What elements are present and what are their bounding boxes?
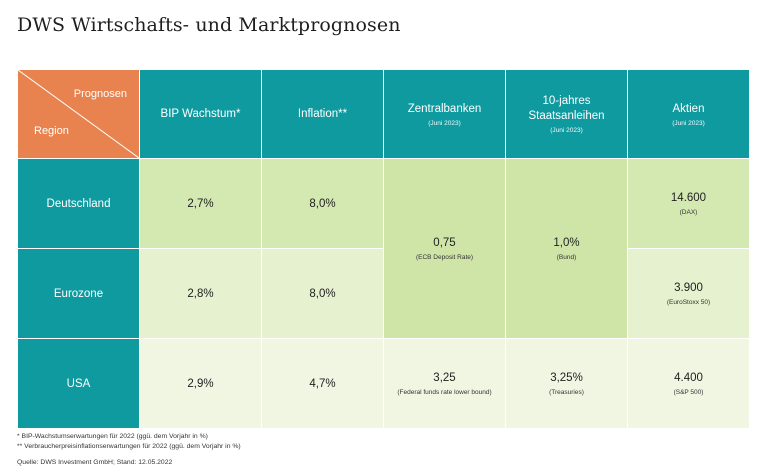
cell-zentralbank-fed: 3,25 (Federal funds rate lower bound) [384, 339, 505, 428]
cell-value: 4.400 [674, 371, 703, 384]
header-sublabel: (Juni 2023) [672, 119, 705, 127]
cell-anleihen-bund: 1,0% (Bund) [506, 159, 627, 338]
footnote-inflation: ** Verbraucherpreisinflationserwartungen… [17, 443, 241, 450]
cell-value: 2,9% [187, 377, 214, 390]
header-label: Aktien [672, 102, 705, 115]
cell-sublabel: (DAX) [679, 208, 698, 216]
row-label-usa: USA [18, 339, 139, 428]
header-sublabel: (Juni 2023) [428, 119, 461, 127]
cell-sublabel: (S&P 500) [673, 388, 704, 396]
cell-zentralbank-ecb: 0,75 (ECB Deposit Rate) [384, 159, 505, 338]
cell-inflation-deutschland: 8,0% [262, 159, 383, 248]
cell-sublabel: (ECB Deposit Rate) [415, 253, 474, 261]
corner-label-prognosen: Prognosen [73, 88, 127, 100]
header-bip: BIP Wachstum* [140, 70, 261, 158]
cell-value: 8,0% [309, 287, 336, 300]
cell-value: 3,25% [550, 371, 583, 384]
page-title: DWS Wirtschafts- und Marktprognosen [17, 14, 401, 36]
header-label: Inflation** [297, 107, 348, 120]
cell-aktien-deutschland: 14.600 (DAX) [628, 159, 749, 248]
forecast-table: Prognosen Region BIP Wachstum* Inflation… [18, 70, 749, 428]
cell-inflation-usa: 4,7% [262, 339, 383, 428]
header-label: 10-jahres Staatsanleihen [528, 95, 605, 122]
cell-value: 1,0% [553, 236, 580, 249]
cell-anleihen-treasuries: 3,25% (Treasuries) [506, 339, 627, 428]
cell-value: 14.600 [670, 191, 707, 204]
cell-value: 4,7% [309, 377, 336, 390]
row-label-eurozone: Eurozone [18, 249, 139, 338]
footnote-bip: * BIP-Wachstumserwartungen für 2022 (ggü… [17, 433, 208, 440]
header-zentralbanken: Zentralbanken (Juni 2023) [384, 70, 505, 158]
cell-value: 3,25 [433, 371, 456, 384]
cell-value: 2,7% [187, 197, 214, 210]
cell-value: 3.900 [674, 281, 703, 294]
footnotes: * BIP-Wachstumserwartungen für 2022 (ggü… [17, 432, 241, 452]
corner-label-region: Region [34, 125, 69, 137]
header-label: BIP Wachstum* [160, 107, 241, 120]
header-label: Zentralbanken [407, 102, 482, 115]
source-note: Quelle: DWS Investment GmbH; Stand: 12.0… [17, 459, 173, 466]
cell-bip-usa: 2,9% [140, 339, 261, 428]
header-inflation: Inflation** [262, 70, 383, 158]
cell-sublabel: (Treasuries) [549, 388, 584, 396]
cell-sublabel: (Federal funds rate lower bound) [397, 388, 492, 396]
header-sublabel: (Juni 2023) [550, 127, 583, 134]
cell-value: 0,75 [433, 236, 456, 249]
cell-value: 2,8% [187, 287, 214, 300]
corner-cell: Prognosen Region [18, 70, 139, 158]
cell-sublabel: (Bund) [556, 253, 577, 261]
cell-aktien-eurozone: 3.900 (EuroStoxx 50) [628, 249, 749, 338]
row-label-deutschland: Deutschland [18, 159, 139, 248]
cell-inflation-eurozone: 8,0% [262, 249, 383, 338]
cell-aktien-usa: 4.400 (S&P 500) [628, 339, 749, 428]
cell-bip-eurozone: 2,8% [140, 249, 261, 338]
header-aktien: Aktien (Juni 2023) [628, 70, 749, 158]
cell-bip-deutschland: 2,7% [140, 159, 261, 248]
header-staatsanleihen: 10-jahres Staatsanleihen (Juni 2023) [506, 70, 627, 158]
cell-value: 8,0% [309, 197, 336, 210]
diagonal-divider [18, 70, 139, 158]
cell-sublabel: (EuroStoxx 50) [666, 298, 711, 306]
